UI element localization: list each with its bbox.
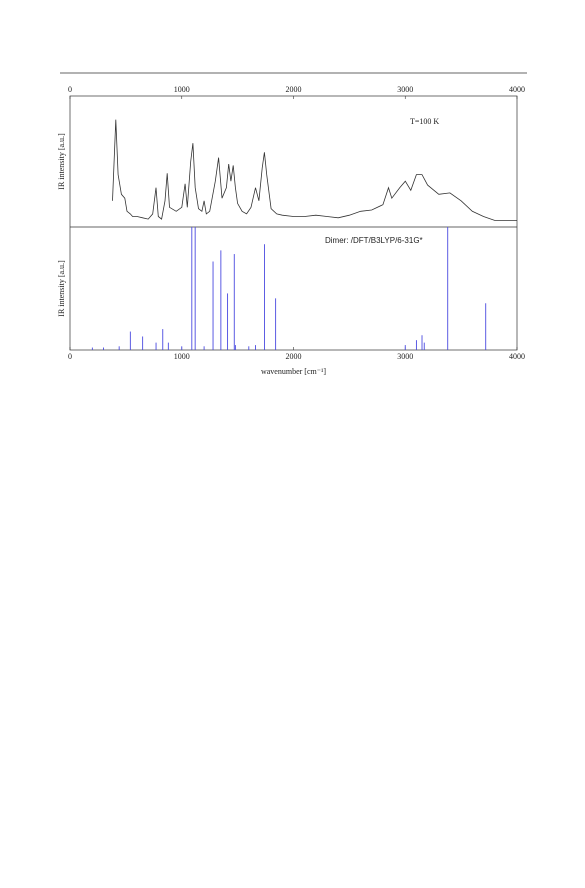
- x-tick-label: 0: [68, 352, 72, 361]
- x-tick-label: 4000: [509, 85, 525, 94]
- x-axis-label: wavenumber [cm⁻¹]: [261, 367, 326, 376]
- annotation: Dimer: /DFT/B3LYP/6-31G*: [325, 236, 423, 245]
- x-tick-label: 0: [68, 85, 72, 94]
- figure-frame: [69, 95, 518, 351]
- x-tick-label: 1000: [174, 352, 190, 361]
- x-tick-label: 3000: [397, 352, 413, 361]
- x-tick-label: 3000: [397, 85, 413, 94]
- annotation: T=100 K: [410, 117, 439, 126]
- y-axis-label: IR intensity [a.u.]: [57, 260, 66, 317]
- x-tick-label: 2000: [286, 85, 302, 94]
- x-tick-label: 1000: [174, 85, 190, 94]
- y-axis-label: IR intensity [a.u.]: [57, 133, 66, 190]
- spectrum-line: [112, 119, 517, 221]
- x-tick-label: 2000: [286, 352, 302, 361]
- x-tick-label: 4000: [509, 352, 525, 361]
